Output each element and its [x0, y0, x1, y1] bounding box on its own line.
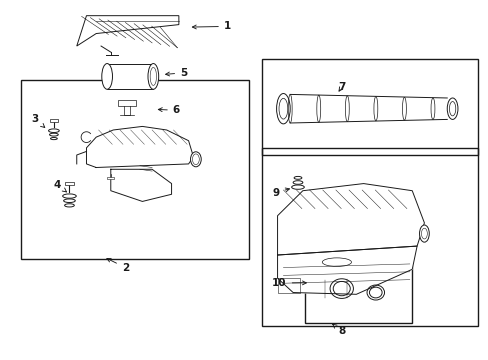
- Text: 7: 7: [337, 82, 345, 92]
- Ellipse shape: [63, 199, 75, 203]
- Ellipse shape: [419, 225, 428, 242]
- Bar: [305, 241, 411, 323]
- Text: 10: 10: [272, 278, 305, 288]
- Ellipse shape: [62, 194, 76, 198]
- Ellipse shape: [64, 204, 74, 207]
- Ellipse shape: [292, 181, 302, 184]
- Text: 2: 2: [107, 258, 129, 273]
- Text: 9: 9: [272, 188, 289, 198]
- Polygon shape: [77, 16, 179, 46]
- Text: 1: 1: [192, 21, 231, 31]
- Bar: [261, 59, 477, 155]
- Ellipse shape: [276, 94, 289, 124]
- Bar: [21, 80, 249, 258]
- Ellipse shape: [447, 98, 457, 120]
- Ellipse shape: [102, 64, 112, 89]
- Text: 3: 3: [32, 114, 44, 127]
- Text: 8: 8: [332, 324, 345, 337]
- Bar: [50, 119, 58, 122]
- Ellipse shape: [291, 185, 304, 189]
- Ellipse shape: [293, 176, 301, 179]
- Bar: [107, 177, 114, 179]
- Text: 4: 4: [54, 180, 66, 192]
- Text: 6: 6: [158, 105, 180, 115]
- Polygon shape: [277, 246, 416, 294]
- Ellipse shape: [148, 64, 159, 89]
- Text: 5: 5: [165, 68, 187, 78]
- Polygon shape: [86, 126, 193, 167]
- Ellipse shape: [190, 152, 201, 167]
- Bar: [65, 182, 74, 185]
- Ellipse shape: [50, 138, 57, 140]
- Ellipse shape: [48, 129, 59, 132]
- Polygon shape: [111, 169, 171, 202]
- Polygon shape: [277, 184, 424, 255]
- Bar: [261, 148, 477, 327]
- Bar: [118, 100, 135, 107]
- Ellipse shape: [49, 133, 58, 136]
- Bar: [107, 64, 153, 89]
